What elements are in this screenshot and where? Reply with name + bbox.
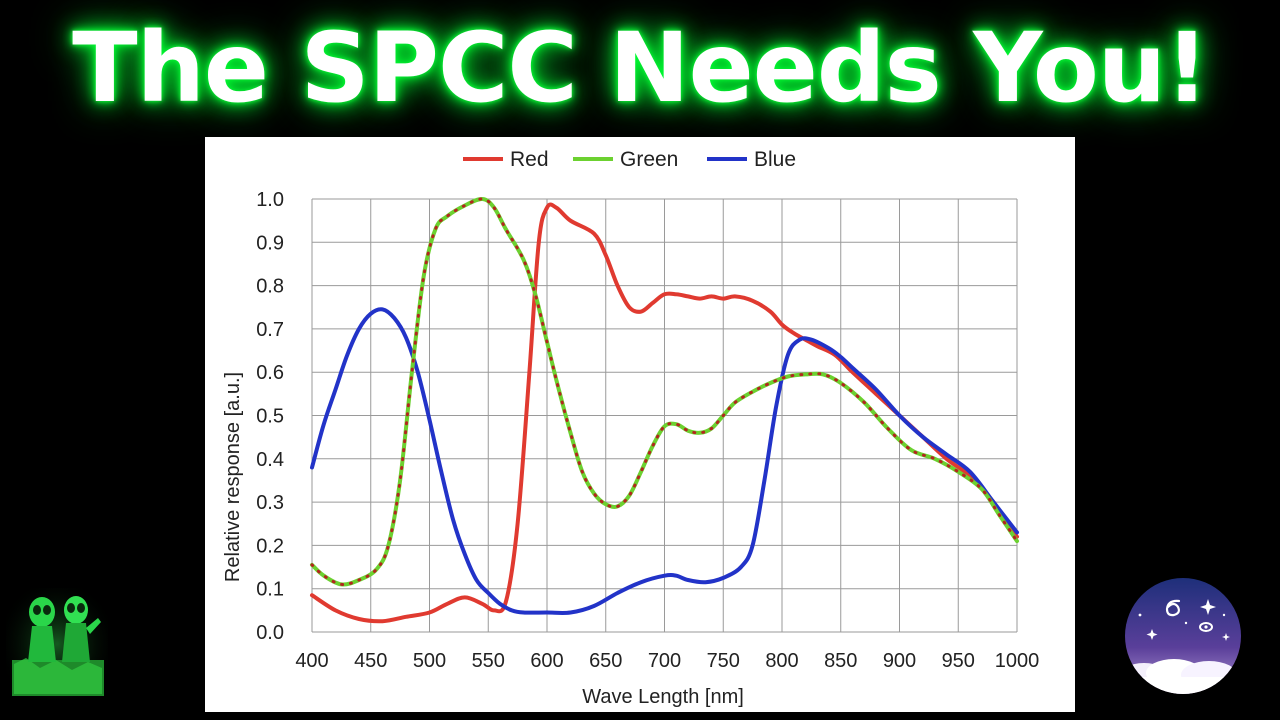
x-tick-label: 650 xyxy=(589,650,622,672)
series-line-green-dotted-overlay xyxy=(310,197,1019,587)
y-tick-label: 0.0 xyxy=(256,622,284,644)
y-tick-label: 0.8 xyxy=(256,276,284,298)
x-tick-label: 500 xyxy=(413,650,446,672)
axis-ticks: 400 450 500 550 600 650 700 750 800 850 900 950 1000… xyxy=(256,189,1039,672)
y-tick-label: 0.7 xyxy=(256,319,284,341)
chart-legend: Red Green Blue xyxy=(463,148,796,171)
y-tick-label: 0.4 xyxy=(256,449,284,471)
y-axis-label: Relative response [a.u.] xyxy=(222,372,244,582)
series-lines xyxy=(310,196,1019,624)
x-tick-label: 750 xyxy=(707,650,740,672)
spiral-galaxy-logo-icon xyxy=(1125,578,1241,694)
y-tick-label: 0.3 xyxy=(256,492,284,514)
chart-grid xyxy=(311,198,1018,633)
y-tick-label: 0.9 xyxy=(256,232,284,254)
y-tick-label: 0.5 xyxy=(256,406,284,428)
x-tick-label: 600 xyxy=(530,650,563,672)
x-tick-label: 900 xyxy=(883,650,916,672)
x-tick-label: 450 xyxy=(354,650,387,672)
headline: The SPCC Needs You! xyxy=(72,12,1209,124)
x-tick-label: 700 xyxy=(648,650,681,672)
x-tick-label: 1000 xyxy=(995,650,1040,672)
legend-label-blue: Blue xyxy=(754,148,796,171)
y-tick-label: 0.2 xyxy=(256,535,284,557)
x-tick-label: 400 xyxy=(295,650,328,672)
x-axis-label: Wave Length [nm] xyxy=(582,686,744,708)
series-line-red xyxy=(310,202,1019,624)
x-tick-label: 550 xyxy=(472,650,505,672)
y-tick-label: 1.0 xyxy=(256,189,284,211)
y-tick-label: 0.6 xyxy=(256,362,284,384)
x-tick-label: 850 xyxy=(824,650,857,672)
series-line-blue xyxy=(310,307,1019,615)
spectral-response-chart: 400 450 500 550 600 650 700 750 800 850 900 950 1000… xyxy=(205,137,1075,712)
chart-canvas: 400 450 500 550 600 650 700 750 800 850 900 950 1000… xyxy=(205,137,1075,712)
alien-figures-icon xyxy=(6,588,108,700)
y-tick-label: 0.1 xyxy=(256,579,284,601)
legend-label-red: Red xyxy=(510,148,549,171)
x-tick-label: 800 xyxy=(765,650,798,672)
legend-label-green: Green xyxy=(620,148,678,171)
chart-background xyxy=(205,137,1075,712)
x-tick-label: 950 xyxy=(942,650,975,672)
